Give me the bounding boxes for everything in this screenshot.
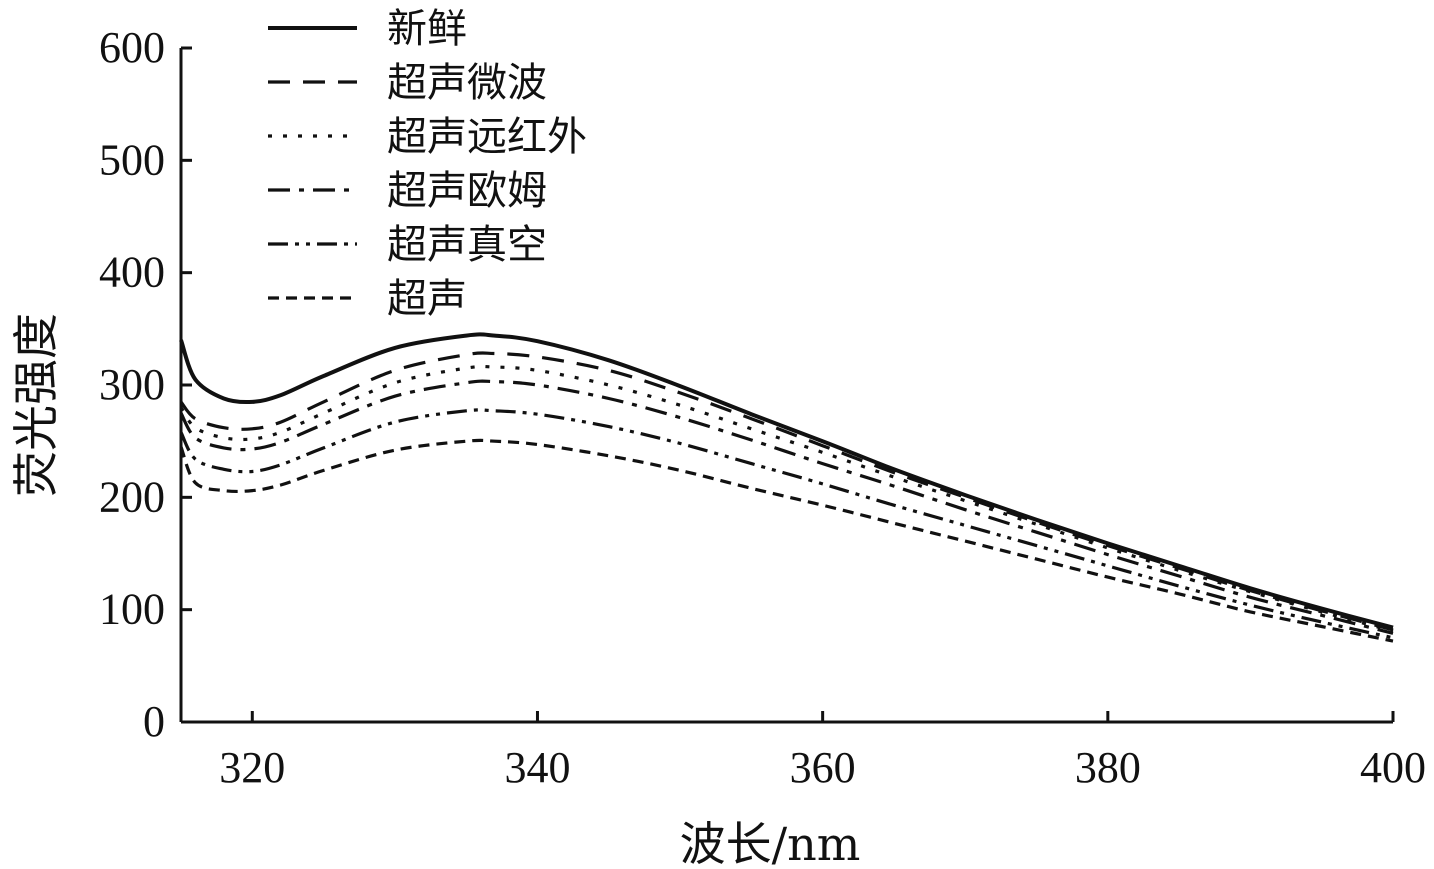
y-tick-label: 600 (99, 23, 165, 72)
x-tick-label: 340 (504, 743, 570, 792)
x-tick-label: 320 (219, 743, 285, 792)
legend-label: 超声真空 (387, 222, 547, 268)
y-tick-label: 400 (99, 248, 165, 297)
y-tick-label: 0 (143, 697, 165, 746)
legend-label: 超声远红外 (387, 114, 587, 160)
x-axis-label: 波长/nm (680, 817, 861, 869)
y-tick-label: 200 (99, 472, 165, 521)
series-lines (179, 332, 1394, 643)
legend-label: 超声 (387, 276, 467, 322)
legend-label: 超声微波 (387, 60, 547, 106)
series-line (179, 408, 1394, 640)
series-line (179, 351, 1394, 632)
legend-label: 超声欧姆 (387, 168, 547, 214)
series-line (179, 364, 1394, 633)
y-tick-label: 300 (99, 360, 165, 409)
x-tick-label: 400 (1360, 743, 1426, 792)
x-tick-label: 380 (1075, 743, 1141, 792)
series-line (179, 438, 1394, 643)
y-axis-label: 荧光强度 (9, 313, 63, 497)
legend-label: 新鲜 (387, 6, 467, 52)
y-tick-label: 500 (99, 135, 165, 184)
x-tick-label: 360 (790, 743, 856, 792)
series-line (179, 379, 1394, 635)
axes: 0 100 200 300 400 500 600 320 340 360 380 400 (99, 23, 1426, 792)
series-line (179, 332, 1394, 630)
y-tick-label: 100 (99, 585, 165, 634)
